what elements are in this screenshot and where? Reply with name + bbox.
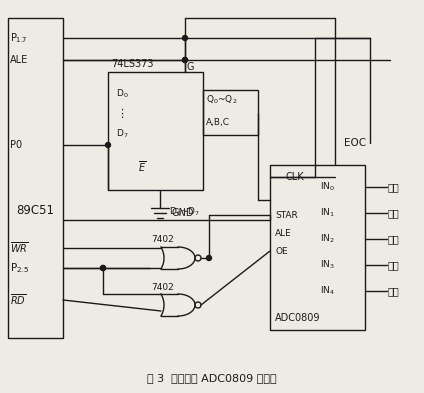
Bar bbox=[270, 165, 365, 330]
Text: IN$_2$: IN$_2$ bbox=[320, 233, 335, 245]
Text: IN$_1$: IN$_1$ bbox=[320, 207, 335, 219]
Circle shape bbox=[100, 266, 106, 270]
Text: D$_0$: D$_0$ bbox=[116, 88, 128, 100]
Text: 电流: 电流 bbox=[388, 208, 400, 218]
Text: GND: GND bbox=[172, 208, 195, 218]
Circle shape bbox=[106, 143, 111, 147]
Text: $\overline{RD}$: $\overline{RD}$ bbox=[10, 293, 26, 307]
Circle shape bbox=[182, 57, 187, 62]
Text: ALE: ALE bbox=[10, 55, 28, 65]
Text: $\overline{WR}$: $\overline{WR}$ bbox=[10, 241, 28, 255]
Text: 水位: 水位 bbox=[388, 286, 400, 296]
Text: OE: OE bbox=[275, 246, 287, 255]
Text: A,B,C: A,B,C bbox=[206, 118, 230, 127]
Circle shape bbox=[195, 255, 201, 261]
Text: D$_7$: D$_7$ bbox=[116, 128, 128, 140]
Bar bbox=[8, 18, 63, 338]
Text: 漏电: 漏电 bbox=[388, 234, 400, 244]
Text: STAR: STAR bbox=[275, 211, 298, 220]
Bar bbox=[203, 90, 258, 135]
Text: P$_{2.5}$: P$_{2.5}$ bbox=[10, 261, 29, 275]
Circle shape bbox=[206, 255, 212, 261]
Text: 图 3  单片机与 ADC0809 的连接: 图 3 单片机与 ADC0809 的连接 bbox=[147, 373, 277, 383]
Text: IN$_3$: IN$_3$ bbox=[320, 259, 335, 271]
Text: 干烧: 干烧 bbox=[388, 260, 400, 270]
Text: ADC0809: ADC0809 bbox=[275, 313, 321, 323]
Text: P$_{1.7}$: P$_{1.7}$ bbox=[10, 31, 28, 45]
Text: $\vdots$: $\vdots$ bbox=[116, 108, 124, 121]
Text: EOC: EOC bbox=[344, 138, 366, 148]
Text: IN$_4$: IN$_4$ bbox=[320, 285, 335, 297]
Text: 74LS373: 74LS373 bbox=[111, 59, 153, 69]
Text: Q$_0$~Q$_2$: Q$_0$~Q$_2$ bbox=[206, 94, 237, 106]
Circle shape bbox=[195, 302, 201, 308]
Circle shape bbox=[100, 266, 106, 270]
Bar bbox=[108, 72, 203, 190]
Text: 水温: 水温 bbox=[388, 182, 400, 192]
Text: G: G bbox=[186, 62, 194, 72]
Text: 89C51: 89C51 bbox=[17, 204, 55, 217]
Text: 7402: 7402 bbox=[152, 235, 174, 244]
Text: IN$_0$: IN$_0$ bbox=[320, 181, 335, 193]
Circle shape bbox=[182, 57, 187, 62]
Text: $\overline{E}$: $\overline{E}$ bbox=[138, 160, 146, 174]
Circle shape bbox=[182, 35, 187, 40]
Text: ALE: ALE bbox=[275, 228, 292, 237]
Text: D$_0$~D$_7$: D$_0$~D$_7$ bbox=[169, 206, 201, 218]
Text: 7402: 7402 bbox=[152, 283, 174, 292]
Text: CLK: CLK bbox=[285, 172, 304, 182]
Text: P0: P0 bbox=[10, 140, 22, 150]
